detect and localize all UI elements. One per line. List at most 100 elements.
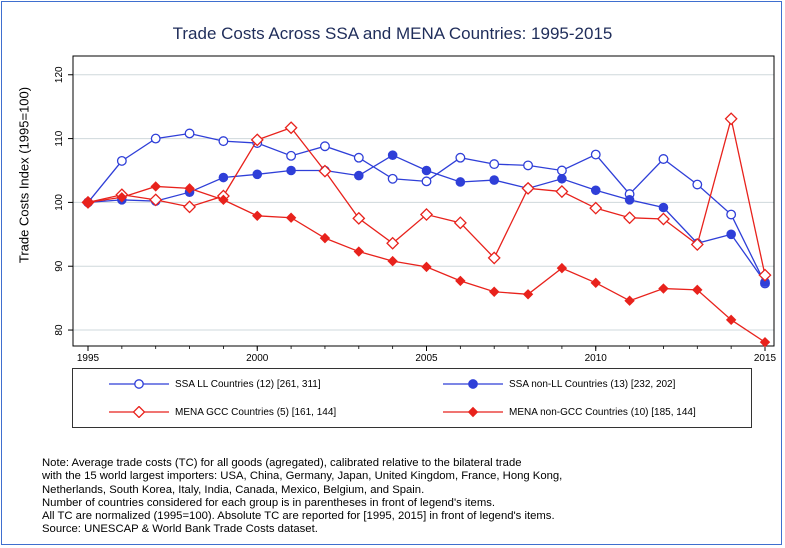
data-point	[590, 149, 601, 160]
data-point	[116, 192, 128, 203]
data-point	[692, 179, 703, 190]
series-group	[81, 112, 772, 348]
legend-swatch-ssa-non-ll	[443, 379, 503, 389]
data-point	[352, 211, 366, 225]
data-point	[726, 209, 737, 220]
legend: SSA LL Countries (12) [261, 311] SSA non…	[72, 368, 752, 428]
data-point	[521, 181, 535, 195]
legend-item-ssa-ll: SSA LL Countries (12) [261, 311]	[109, 378, 321, 390]
data-point	[387, 173, 398, 184]
data-point	[184, 183, 195, 194]
data-point	[218, 172, 229, 183]
data-point	[624, 195, 635, 205]
data-point	[353, 152, 364, 163]
data-point	[150, 181, 161, 192]
data-point	[250, 133, 264, 147]
legend-item-mena-non-gcc: MENA non-GCC Countries (10) [185, 144]	[443, 406, 696, 418]
data-point	[386, 236, 400, 250]
data-point	[252, 169, 263, 180]
data-point	[149, 193, 163, 207]
data-point	[624, 295, 635, 306]
y-axis-ticks: 80 90 100 110 120	[54, 66, 73, 336]
data-point	[556, 165, 567, 176]
y-tick-label: 110	[54, 130, 65, 146]
data-point	[285, 212, 297, 223]
chart-note: Note: Average trade costs (TC) for all g…	[42, 457, 782, 537]
data-point	[489, 175, 500, 185]
plot-area-border	[72, 55, 775, 347]
data-point	[724, 112, 738, 126]
legend-swatch-mena-non-gcc	[443, 406, 503, 418]
data-point	[556, 262, 568, 274]
y-tick-label: 120	[54, 66, 65, 83]
x-tick-label: 2005	[415, 353, 438, 364]
legend-swatch-mena-gcc	[109, 406, 169, 418]
legend-label-mena-non-gcc: MENA non-GCC Countries (10) [185, 144]	[509, 406, 696, 418]
x-tick-label: 2000	[246, 353, 269, 364]
legend-label-ssa-ll: SSA LL Countries (12) [261, 311]	[175, 378, 321, 390]
data-point	[184, 128, 195, 139]
x-tick-label: 2015	[754, 353, 777, 364]
data-point	[759, 336, 771, 348]
data-point	[589, 201, 603, 215]
data-point	[555, 185, 569, 199]
note-line: with the 15 world largest importers: USA…	[42, 470, 563, 483]
data-point	[354, 170, 364, 181]
data-point	[488, 286, 500, 297]
data-point	[658, 283, 669, 294]
data-point	[82, 197, 94, 208]
data-point	[318, 164, 332, 178]
data-point	[218, 136, 229, 147]
data-point	[692, 284, 703, 296]
data-point	[658, 154, 669, 164]
data-point	[353, 246, 365, 257]
data-point	[387, 255, 398, 267]
note-line: Note: Average trade costs (TC) for all g…	[42, 457, 522, 469]
data-point	[590, 277, 601, 289]
data-point	[487, 251, 501, 265]
data-point	[590, 185, 601, 196]
legend-label-mena-gcc: MENA GCC Countries (5) [161, 144]	[175, 406, 337, 418]
data-point	[183, 200, 197, 214]
data-point	[419, 208, 434, 222]
data-point	[522, 289, 534, 300]
data-point	[455, 275, 466, 287]
note-line: All TC are normalized (1995=100). Absolu…	[42, 510, 555, 523]
chart-title: Trade Costs Across SSA and MENA Countrie…	[172, 24, 613, 43]
data-point	[489, 159, 500, 170]
y-tick-label: 90	[54, 260, 65, 272]
x-tick-label: 2010	[585, 353, 608, 364]
data-point	[758, 268, 772, 282]
y-tick-label: 80	[54, 324, 65, 336]
data-point	[421, 165, 432, 176]
data-point	[658, 202, 669, 213]
note-line: Source: UNESCAP & World Bank Trade Costs…	[42, 523, 318, 536]
data-point	[284, 121, 298, 135]
data-point	[725, 314, 737, 326]
data-point	[523, 160, 534, 171]
data-point	[320, 141, 330, 152]
data-point	[150, 133, 161, 144]
grid-lines	[73, 74, 774, 331]
note-line: Netherlands, South Korea, Italy, India, …	[42, 483, 425, 496]
legend-item-mena-gcc: MENA GCC Countries (5) [161, 144]	[109, 406, 336, 418]
data-point	[690, 238, 704, 252]
legend-label-ssa-non-ll: SSA non-LL Countries (13) [232, 202]	[509, 378, 676, 390]
data-point	[218, 194, 229, 206]
data-point	[455, 152, 466, 163]
data-point	[286, 150, 297, 161]
data-point	[252, 210, 263, 222]
data-point	[319, 232, 331, 244]
data-point	[726, 229, 736, 240]
data-point	[421, 176, 432, 187]
series-0	[83, 128, 770, 289]
data-point	[286, 165, 296, 176]
x-tick-label: 1995	[77, 353, 100, 364]
data-point	[557, 173, 567, 184]
series-3	[82, 181, 771, 348]
data-point	[453, 216, 467, 230]
data-point	[623, 211, 637, 225]
data-point	[421, 261, 432, 273]
